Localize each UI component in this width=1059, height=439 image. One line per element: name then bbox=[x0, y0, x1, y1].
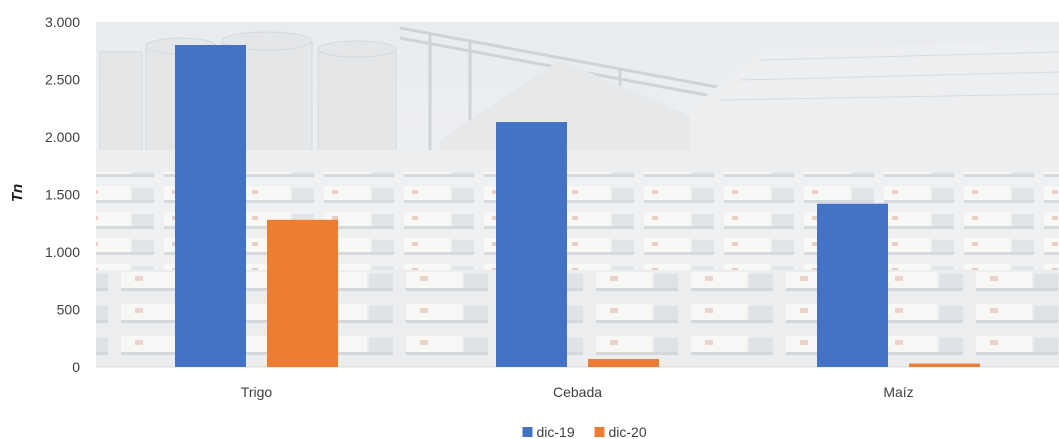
legend-item-dic-19: dic-19 bbox=[522, 424, 575, 439]
bar-dic-20-Trigo bbox=[267, 219, 338, 367]
y-tick-label: 0 bbox=[72, 359, 80, 375]
y-tick-label: 500 bbox=[57, 302, 81, 318]
bar-dic-19-Trigo bbox=[175, 45, 246, 367]
y-tick-label: 2.000 bbox=[45, 129, 80, 145]
x-tick-label: Maíz bbox=[883, 384, 913, 400]
y-axis-ticks: 0 500 1.000 1.500 2.000 2.500 3.000 bbox=[45, 14, 80, 375]
legend: dic-19 dic-20 bbox=[522, 424, 647, 439]
legend-swatch bbox=[522, 427, 533, 437]
y-tick-label: 3.000 bbox=[45, 14, 80, 30]
y-tick-label: 1.500 bbox=[45, 187, 80, 203]
bar-dic-20-Maíz bbox=[909, 363, 980, 367]
legend-item-dic-20: dic-20 bbox=[594, 424, 647, 439]
bar-dic-19-Cebada bbox=[496, 122, 567, 367]
legend-swatch bbox=[594, 427, 605, 437]
x-tick-label: Trigo bbox=[241, 384, 273, 400]
bars bbox=[175, 45, 980, 367]
x-tick-label: Cebada bbox=[553, 384, 602, 400]
bar-dic-19-Maíz bbox=[817, 203, 888, 367]
x-axis-ticks: Trigo Cebada Maíz bbox=[241, 384, 914, 400]
legend-label: dic-19 bbox=[537, 424, 575, 439]
legend-label: dic-20 bbox=[609, 424, 647, 439]
y-tick-label: 1.000 bbox=[45, 244, 80, 260]
y-tick-label: 2.500 bbox=[45, 72, 80, 88]
bar-dic-20-Cebada bbox=[588, 358, 659, 367]
y-axis-label: Tn bbox=[9, 184, 26, 202]
